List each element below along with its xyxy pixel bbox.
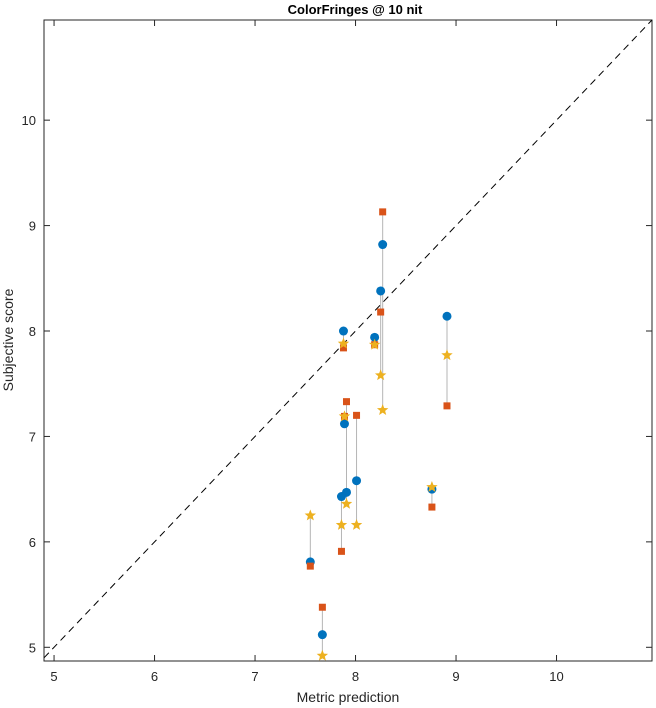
point-square <box>353 411 361 419</box>
point-square <box>339 344 347 352</box>
point-square <box>342 398 350 406</box>
point-star <box>376 404 389 415</box>
point-star <box>368 338 381 350</box>
y-axis-label: Subjective score <box>0 288 16 391</box>
point-star <box>335 519 348 530</box>
x-tick-label: 5 <box>50 669 57 684</box>
point-circle <box>442 311 452 321</box>
point-star <box>374 369 387 381</box>
point-square <box>377 308 385 316</box>
point-square <box>306 562 314 570</box>
x-tick-label: 9 <box>452 669 459 684</box>
y-tick-label: 7 <box>29 429 36 444</box>
point-star <box>350 519 363 530</box>
point-circle <box>338 326 348 336</box>
point-circle <box>339 419 349 429</box>
x-ticks: 5 6 7 8 9 10 <box>50 20 564 684</box>
y-tick-label: 6 <box>29 535 36 550</box>
point-circle <box>370 332 380 342</box>
point-star <box>426 481 438 492</box>
point-circle <box>341 487 351 497</box>
point-square <box>337 547 345 555</box>
point-circle <box>352 476 362 486</box>
y-tick-label: 9 <box>29 219 36 234</box>
point-square <box>443 402 451 410</box>
point-circle <box>376 286 386 296</box>
x-tick-label: 6 <box>151 669 158 684</box>
x-axis-label: Metric prediction <box>297 689 400 705</box>
point-star <box>340 497 353 509</box>
point-circle <box>317 630 327 640</box>
point-star <box>316 649 329 661</box>
y-tick-label: 10 <box>22 113 36 128</box>
y-tick-label: 5 <box>29 640 36 655</box>
x-tick-label: 7 <box>251 669 258 684</box>
point-square <box>318 603 326 611</box>
point-star <box>338 410 351 422</box>
reference-line-dashed <box>43 19 653 659</box>
point-star <box>337 337 350 349</box>
point-star <box>304 509 317 521</box>
x-tick-label: 10 <box>549 669 563 684</box>
y-tick-label: 8 <box>29 324 36 339</box>
reference-line-layer <box>43 19 653 659</box>
marker-layer <box>304 208 453 661</box>
point-square <box>379 208 387 216</box>
point-circle <box>378 240 388 250</box>
x-tick-label: 8 <box>352 669 359 684</box>
chart-title: ColorFringes @ 10 nit <box>288 2 423 17</box>
y-ticks: 5 6 7 8 9 10 <box>22 113 652 655</box>
point-square <box>428 503 436 511</box>
point-star <box>441 349 453 361</box>
